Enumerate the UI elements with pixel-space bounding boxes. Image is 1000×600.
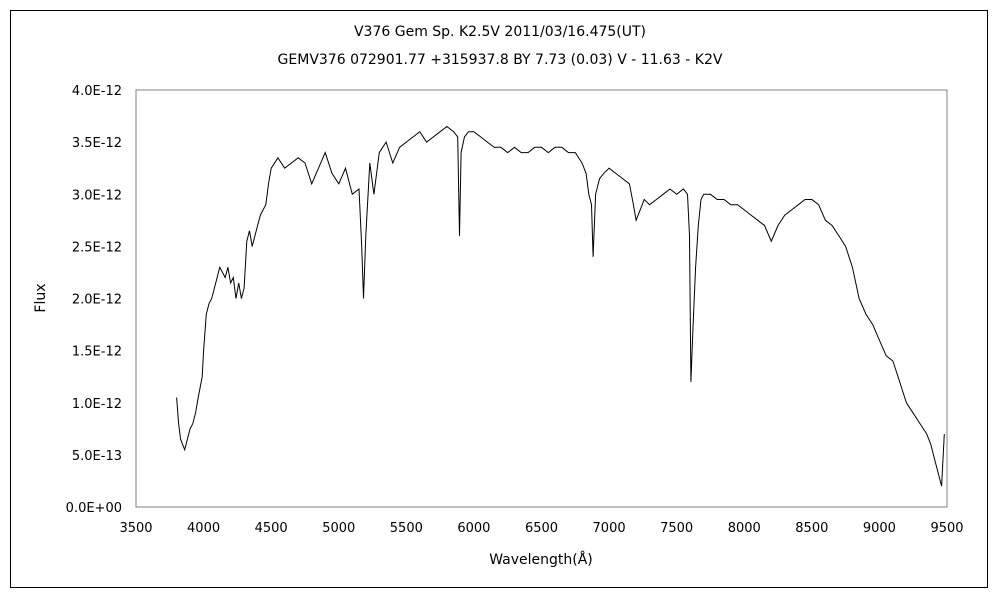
x-tick-label: 8500 [795, 521, 828, 536]
x-tick-label: 5000 [322, 521, 355, 536]
y-tick-label: 4.0E-12 [72, 84, 122, 99]
y-tick-label: 3.0E-12 [72, 188, 122, 203]
x-axis-label: Wavelength(Å) [489, 551, 593, 568]
x-tick-label: 7000 [593, 521, 626, 536]
y-tick-label: 5.0E-13 [72, 449, 122, 464]
y-axis-label: Flux [33, 283, 49, 312]
y-tick-label: 1.5E-12 [72, 345, 122, 360]
x-tick-label: 7500 [660, 521, 693, 536]
plot-area [135, 89, 948, 508]
x-tick-label: 4000 [187, 521, 220, 536]
x-tick-label: 3500 [119, 521, 152, 536]
x-tick-label: 8000 [728, 521, 761, 536]
chart-frame [10, 10, 988, 588]
y-tick-label: 3.5E-12 [72, 136, 122, 151]
y-tick-label: 1.0E-12 [72, 397, 122, 412]
y-axis-ticks: 0.0E+00 5.0E-13 1.0E-12 1.5E-12 2.0E-12 2.5E-… [66, 84, 122, 516]
y-tick-label: 2.5E-12 [72, 240, 122, 255]
y-tick-label: 2.0E-12 [72, 293, 122, 308]
y-tick-label: 0.0E+00 [66, 501, 122, 516]
x-tick-label: 6500 [525, 521, 558, 536]
spectrum-line [176, 125, 945, 487]
x-tick-label: 9500 [930, 521, 963, 536]
x-tick-label: 9000 [863, 521, 896, 536]
chart-subtitle: GEMV376 072901.77 +315937.8 BY 7.73 (0.0… [277, 52, 723, 68]
x-tick-label: 6000 [457, 521, 490, 536]
x-axis-ticks: 3500 4000 4500 5000 5500 6000 6500 7000 7500 8000… [119, 521, 963, 536]
x-tick-label: 5500 [390, 521, 423, 536]
x-tick-label: 4500 [255, 521, 288, 536]
chart-title: V376 Gem Sp. K2.5V 2011/03/16.475(UT) [353, 24, 647, 40]
